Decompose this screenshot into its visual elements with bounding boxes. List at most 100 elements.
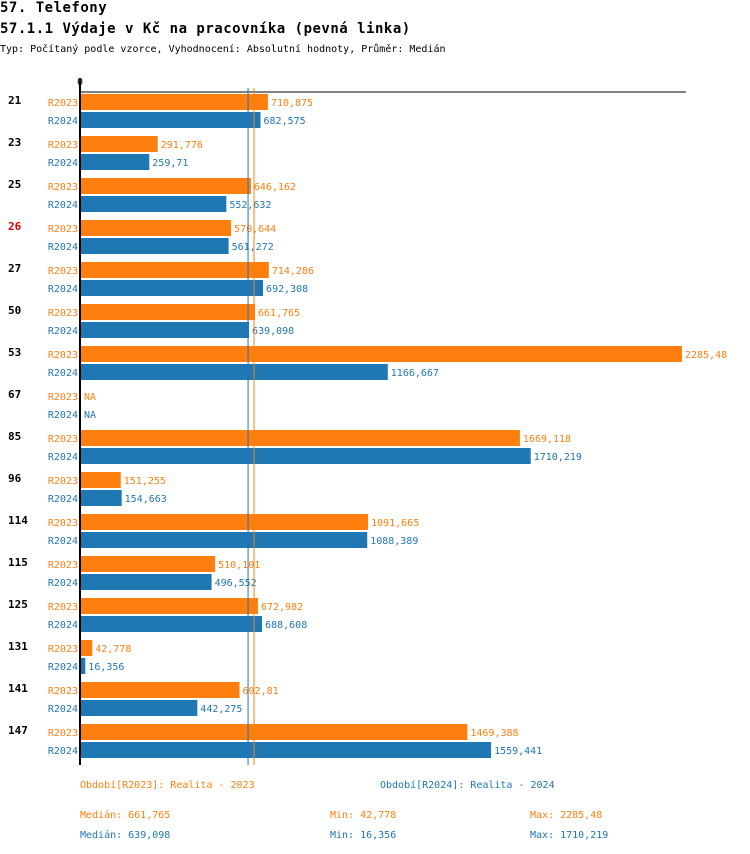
series-label: R2023 [48, 308, 78, 319]
stat-median-r2024: Medián: 639,098 [80, 830, 171, 841]
series-label: R2024 [48, 116, 78, 127]
series-label: R2024 [48, 662, 78, 673]
bar-r2023 [81, 598, 258, 614]
series-label: R2024 [48, 578, 78, 589]
data-label: 682,575 [263, 116, 305, 127]
bar-r2023 [81, 430, 520, 446]
legend-r2023: Období[R2023]: Realita - 2023 [80, 780, 255, 791]
series-label: R2023 [48, 98, 78, 109]
series-label: R2024 [48, 536, 78, 547]
series-label: R2023 [48, 140, 78, 151]
bar-r2023 [81, 514, 369, 530]
section-title: 57. Telefony [0, 0, 108, 16]
series-label: R2023 [48, 182, 78, 193]
category-label: 147 [8, 724, 28, 737]
category-label: 115 [8, 556, 28, 569]
category-label: 50 [8, 304, 21, 317]
data-label: 672,982 [261, 602, 303, 613]
series-label: R2024 [48, 284, 78, 295]
bar-r2024 [81, 574, 212, 590]
series-label: R2023 [48, 350, 78, 361]
data-label: 151,255 [124, 476, 166, 487]
data-label: 1710,219 [534, 452, 582, 463]
data-label: 16,356 [88, 662, 124, 673]
series-label: R2024 [48, 326, 78, 337]
data-label: 561,272 [232, 242, 274, 253]
data-label: 259,71 [152, 158, 188, 169]
bar-r2023 [81, 304, 256, 320]
bar-r2024 [81, 742, 492, 758]
data-label: 2285,48 [685, 350, 727, 361]
category-label: 27 [8, 262, 21, 275]
data-label: 714,286 [272, 266, 314, 277]
series-label: R2023 [48, 392, 78, 403]
category-label: 131 [8, 640, 28, 653]
bar-r2024 [81, 196, 227, 212]
bar-r2023 [81, 472, 121, 488]
bar-r2023 [81, 724, 468, 740]
series-label: R2024 [48, 704, 78, 715]
data-label: 42,778 [95, 644, 131, 655]
bar-r2024 [81, 238, 229, 254]
bar-r2023 [81, 178, 251, 194]
series-label: R2024 [48, 200, 78, 211]
bar-r2024 [81, 322, 250, 338]
bar-r2024 [81, 154, 150, 170]
data-label: 692,308 [266, 284, 308, 295]
data-label: 1166,667 [391, 368, 439, 379]
stat-min-r2023: Min: 42,778 [330, 810, 397, 821]
category-label: 85 [8, 430, 21, 443]
stat-max-r2024: Max: 1710,219 [530, 830, 609, 841]
bar-r2024 [81, 448, 531, 464]
series-label: R2023 [48, 728, 78, 739]
series-label: R2023 [48, 476, 78, 487]
category-label: 114 [8, 514, 28, 527]
series-label: R2024 [48, 452, 78, 463]
bar-r2024 [81, 490, 122, 506]
legend-r2024: Období[R2024]: Realita - 2024 [380, 780, 555, 791]
series-label: R2023 [48, 602, 78, 613]
stat-max-r2023: Max: 2285,48 [530, 810, 603, 821]
data-label: 442,275 [200, 704, 242, 715]
data-label: 710,875 [271, 98, 313, 109]
series-label: R2024 [48, 620, 78, 631]
category-label: 25 [8, 178, 21, 191]
data-label: 1669,118 [523, 434, 571, 445]
bar-r2023 [81, 346, 682, 362]
data-label: 510,101 [218, 560, 260, 571]
bar-r2024 [81, 364, 388, 380]
data-label: 154,663 [125, 494, 167, 505]
bar-r2023 [81, 682, 240, 698]
category-label: 21 [8, 94, 22, 107]
stat-min-r2024: Min: 16,356 [330, 830, 397, 841]
data-label: NA [84, 392, 96, 403]
category-label: 125 [8, 598, 28, 611]
bar-r2024 [81, 112, 261, 128]
bar-r2024 [81, 700, 198, 716]
data-label: 1469,388 [470, 728, 518, 739]
category-label: 96 [8, 472, 22, 485]
bar-r2023 [81, 136, 158, 152]
data-label: 552,632 [229, 200, 271, 211]
bar-r2023 [81, 640, 93, 656]
category-label: 53 [8, 346, 21, 359]
bar-r2023 [81, 94, 268, 110]
chart-title: 57.1.1 Výdaje v Kč na pracovníka (pevná … [0, 21, 411, 37]
bar-r2024 [81, 532, 368, 548]
data-label: 661,765 [258, 308, 300, 319]
series-label: R2023 [48, 560, 78, 571]
data-label: 688,608 [265, 620, 307, 631]
category-label: 23 [8, 136, 21, 149]
bar-r2023 [81, 220, 232, 236]
bar-r2023 [81, 556, 216, 572]
series-label: R2023 [48, 644, 78, 655]
bar-r2024 [81, 616, 263, 632]
data-label: 639,098 [252, 326, 294, 337]
data-label: 1088,389 [370, 536, 418, 547]
data-label: 291,776 [161, 140, 203, 151]
series-label: R2023 [48, 224, 78, 235]
series-label: R2024 [48, 368, 78, 379]
series-label: R2023 [48, 434, 78, 445]
bar-r2023 [81, 262, 269, 278]
